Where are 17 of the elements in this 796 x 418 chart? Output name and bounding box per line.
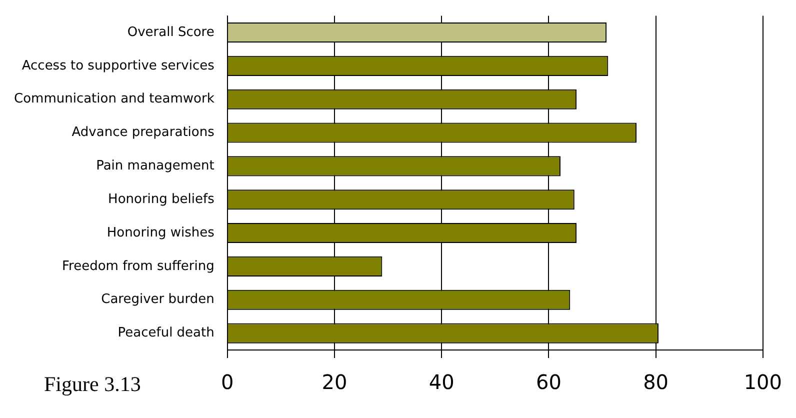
y-tick-label: Honoring wishes — [106, 225, 215, 240]
x-tick-label: 80 — [643, 370, 669, 394]
x-tick-label: 0 — [221, 370, 234, 394]
x-tick-label: 20 — [322, 370, 348, 394]
y-tick-label: Honoring beliefs — [108, 192, 215, 207]
y-tick-label: Peaceful death — [118, 326, 214, 341]
y-tick-label: Access to supportive services — [22, 58, 215, 74]
y-tick-label: Caregiver burden — [101, 292, 214, 308]
y-tick-label: Pain management — [96, 158, 214, 174]
x-tick-label: 100 — [744, 370, 782, 394]
x-tick-label: 60 — [536, 370, 562, 394]
caption: Figure 3.13 — [44, 372, 141, 397]
y-tick-label: Overall Score — [127, 24, 214, 40]
y-tick-label: Communication and teamwork — [14, 92, 215, 107]
y-tick-label: Advance preparations — [72, 125, 215, 140]
x-tick-label: 40 — [428, 370, 454, 394]
y-tick-label: Freedom from suffering — [62, 258, 214, 274]
